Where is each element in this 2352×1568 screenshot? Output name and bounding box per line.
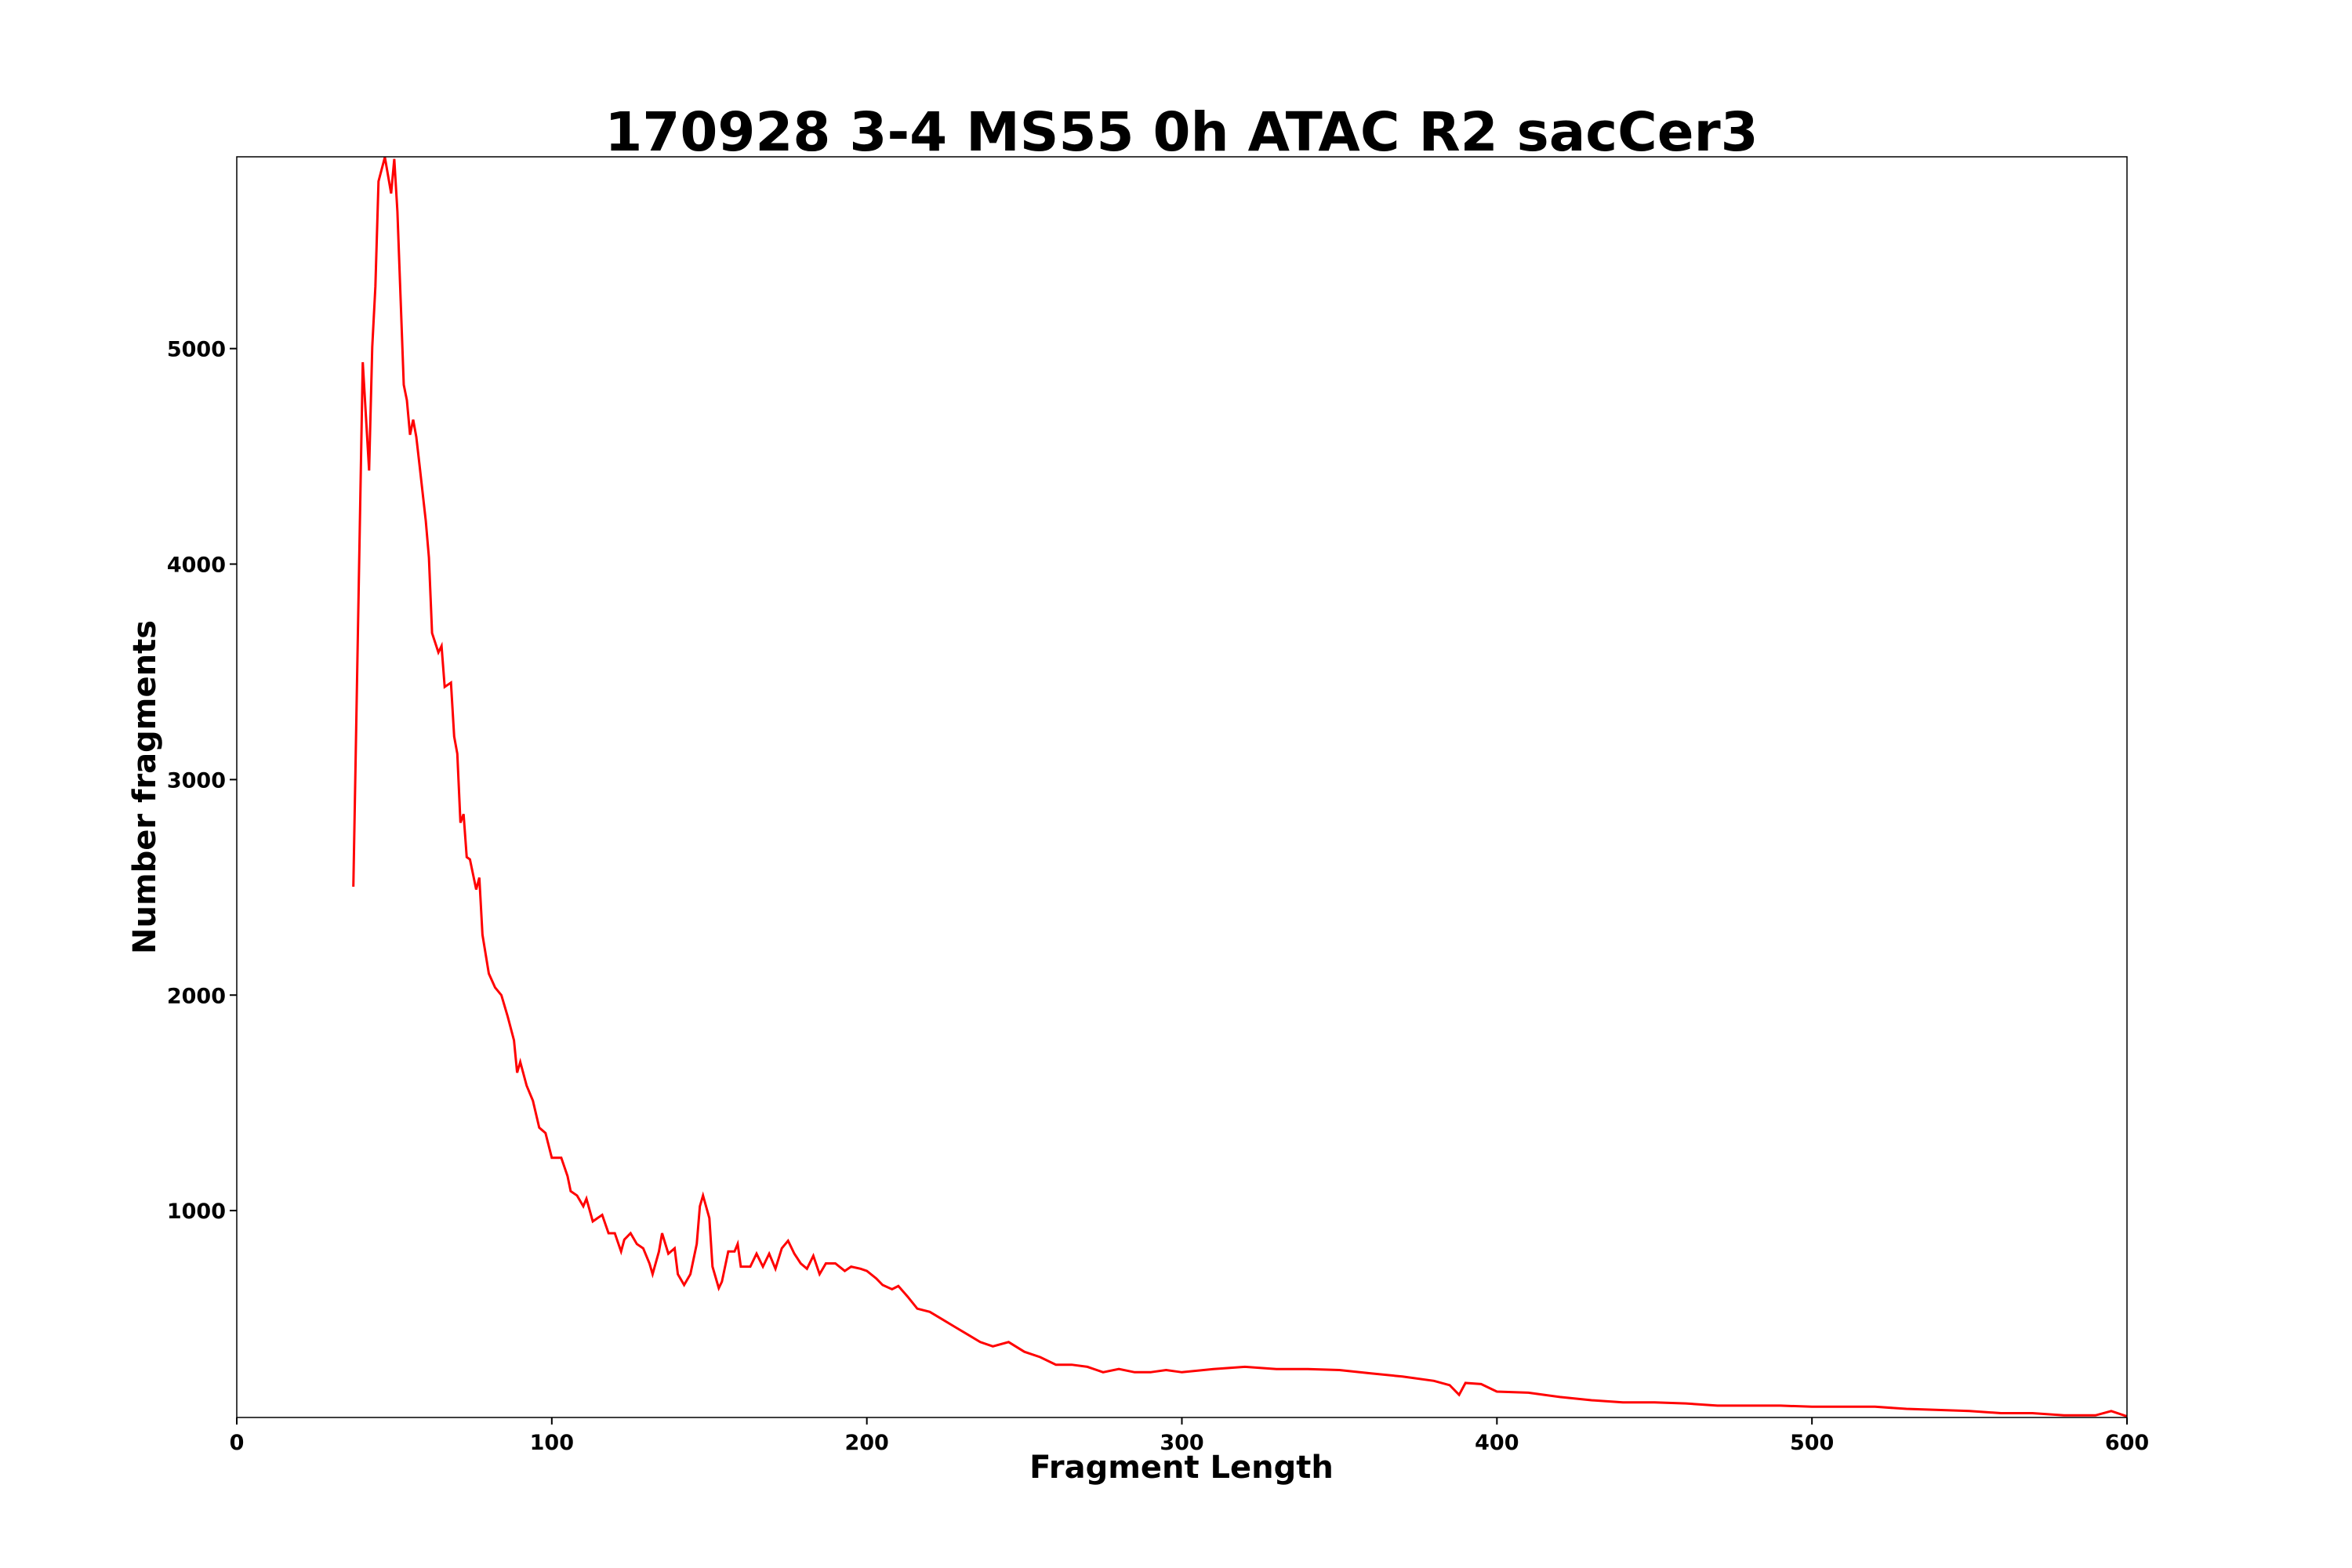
x-tick-label: 100	[530, 1431, 574, 1455]
x-tick-label: 600	[2105, 1431, 2149, 1455]
x-tick-label: 500	[1790, 1431, 1834, 1455]
y-tick-label: 1000	[167, 1200, 226, 1224]
y-tick-label: 3000	[167, 768, 226, 793]
x-tick-label: 300	[1160, 1431, 1203, 1455]
x-tick-label: 400	[1475, 1431, 1519, 1455]
plot-frame	[236, 156, 2128, 1418]
x-tick-label: 200	[844, 1431, 888, 1455]
y-axis-label: Number fragments	[127, 620, 163, 954]
y-tick-label: 4000	[167, 554, 226, 578]
data-line	[352, 157, 2127, 1417]
y-tick-label: 2000	[167, 984, 226, 1008]
chart-title: 170928 3-4 MS55 0h ATAC R2 sacCer3	[604, 101, 1758, 164]
x-axis-label: Fragment Length	[1029, 1450, 1334, 1486]
x-tick-label: 0	[230, 1431, 245, 1455]
y-tick-label: 5000	[167, 338, 226, 362]
